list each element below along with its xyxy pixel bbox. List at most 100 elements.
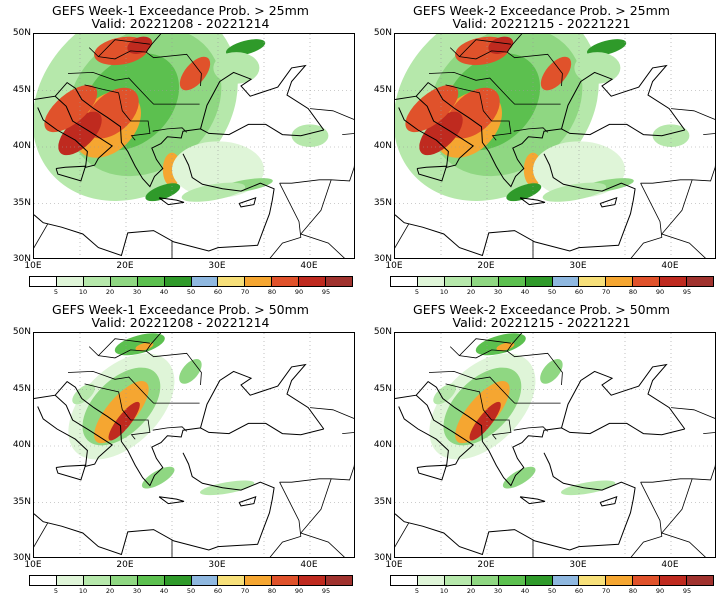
colorbar-tick-label: 80 <box>628 288 638 296</box>
probability-area <box>586 39 627 56</box>
colorbar-swatch <box>417 277 445 286</box>
lat-tick-label: 45N <box>12 383 31 394</box>
lon-tick-label: 10E <box>24 560 42 570</box>
panel-valid-dates: Valid: 20221208 - 20221214 <box>91 16 270 31</box>
precip-probability-map <box>34 34 354 258</box>
colorbar <box>390 276 714 287</box>
colorbar-tick-label: 95 <box>321 587 331 595</box>
coastline <box>395 153 636 257</box>
probability-area <box>469 401 501 441</box>
colorbar-tick-label: 80 <box>267 587 277 595</box>
colorbar-swatch <box>164 576 192 585</box>
lat-tick-label: 50N <box>12 28 31 38</box>
colorbar-labels: 5 10 20 30 40 50 60 70 80 90 95 <box>390 587 714 596</box>
lat-tick-label: 35N <box>373 496 392 507</box>
coastline <box>37 95 114 168</box>
lon-tick-label: 40E <box>661 261 679 271</box>
colorbar-tick-label: 5 <box>53 288 59 296</box>
country-border <box>300 478 345 557</box>
colorbar-swatch <box>579 277 607 286</box>
lon-tick-label: 10E <box>385 560 403 570</box>
colorbar-swatch <box>525 576 553 585</box>
probability-area <box>135 342 154 351</box>
lat-tick-label: 35N <box>373 197 392 208</box>
coastline <box>398 394 475 467</box>
lat-tick-label: 30N <box>373 254 392 264</box>
coastline <box>158 197 185 206</box>
map-frame <box>394 332 716 558</box>
colorbar-tick-label: 10 <box>439 288 449 296</box>
country-border <box>513 426 548 432</box>
panel-title: GEFS Week-2 Exceedance Prob. > 50mm <box>413 302 670 317</box>
colorbar-tick-label: 40 <box>159 288 169 296</box>
probability-area <box>488 36 514 54</box>
colorbar-swatch <box>417 576 445 585</box>
colorbar-tick-label: 10 <box>78 288 88 296</box>
lon-tick-label: 40E <box>300 560 318 570</box>
coastline <box>519 496 546 505</box>
country-border <box>309 108 354 120</box>
colorbar-tick-label: 30 <box>132 288 142 296</box>
colorbar-tick-label: 95 <box>321 288 331 296</box>
lat-tick-label: 35N <box>12 496 31 507</box>
lat-tick-label: 50N <box>12 327 31 337</box>
colorbar-tick-label: 30 <box>493 587 503 595</box>
colorbar-tick-label: 10 <box>439 587 449 595</box>
country-border <box>88 346 202 386</box>
colorbar-tick-label: 80 <box>267 288 277 296</box>
probability-area <box>114 333 165 356</box>
coastline <box>238 197 257 208</box>
colorbar-tick-label: 40 <box>159 587 169 595</box>
lon-tick-label: 10E <box>24 261 42 271</box>
colorbar-swatch <box>272 576 300 585</box>
probability-area <box>179 359 202 384</box>
lat-tick-label: 30N <box>12 254 31 264</box>
lat-tick-label: 50N <box>373 28 392 38</box>
colorbar-swatch <box>633 576 661 585</box>
country-border <box>34 223 49 249</box>
panel-valid-dates: Valid: 20221215 - 20221221 <box>452 315 631 330</box>
colorbar-tick-label: 95 <box>682 587 692 595</box>
country-border <box>630 482 663 557</box>
lon-tick-label: 30E <box>569 560 587 570</box>
colorbar-swatch <box>218 277 246 286</box>
colorbar-tick-label: 60 <box>574 288 584 296</box>
colorbar-swatch <box>191 576 219 585</box>
colorbar-swatch <box>444 576 472 585</box>
coastline <box>398 95 475 168</box>
colorbar-swatch <box>56 277 84 286</box>
colorbar-tick-label: 60 <box>574 587 584 595</box>
probability-area <box>496 342 515 351</box>
colorbar-tick-label: 30 <box>132 587 142 595</box>
probability-area <box>145 183 181 202</box>
country-border <box>145 333 162 352</box>
coastline <box>55 464 87 481</box>
coastline <box>55 165 87 182</box>
probability-area <box>127 36 153 54</box>
coastline <box>34 452 275 556</box>
lon-tick-label: 30E <box>208 261 226 271</box>
colorbar-tick-label: 70 <box>601 587 611 595</box>
lon-tick-label: 20E <box>116 560 134 570</box>
lon-tick-label: 40E <box>300 261 318 271</box>
probability-area <box>574 52 621 84</box>
country-border <box>670 407 715 419</box>
probability-area <box>108 401 140 441</box>
probability-area <box>433 383 457 405</box>
colorbar-swatch <box>30 277 57 286</box>
lat-tick-label: 30N <box>373 553 392 563</box>
country-border <box>98 338 150 356</box>
probability-area <box>506 183 542 202</box>
coastline <box>599 496 618 507</box>
lat-tick-label: 35N <box>12 197 31 208</box>
colorbar-swatch <box>137 576 165 585</box>
colorbar-swatch <box>660 576 688 585</box>
lat-tick-label: 45N <box>373 84 392 95</box>
colorbar-tick-label: 50 <box>186 288 196 296</box>
colorbar-tick-label: 50 <box>186 587 196 595</box>
country-border <box>506 333 523 352</box>
country-border <box>640 432 715 483</box>
panel-title: GEFS Week-1 Exceedance Prob. > 50mm <box>52 302 309 317</box>
colorbar <box>29 575 353 586</box>
coastline <box>599 197 618 208</box>
